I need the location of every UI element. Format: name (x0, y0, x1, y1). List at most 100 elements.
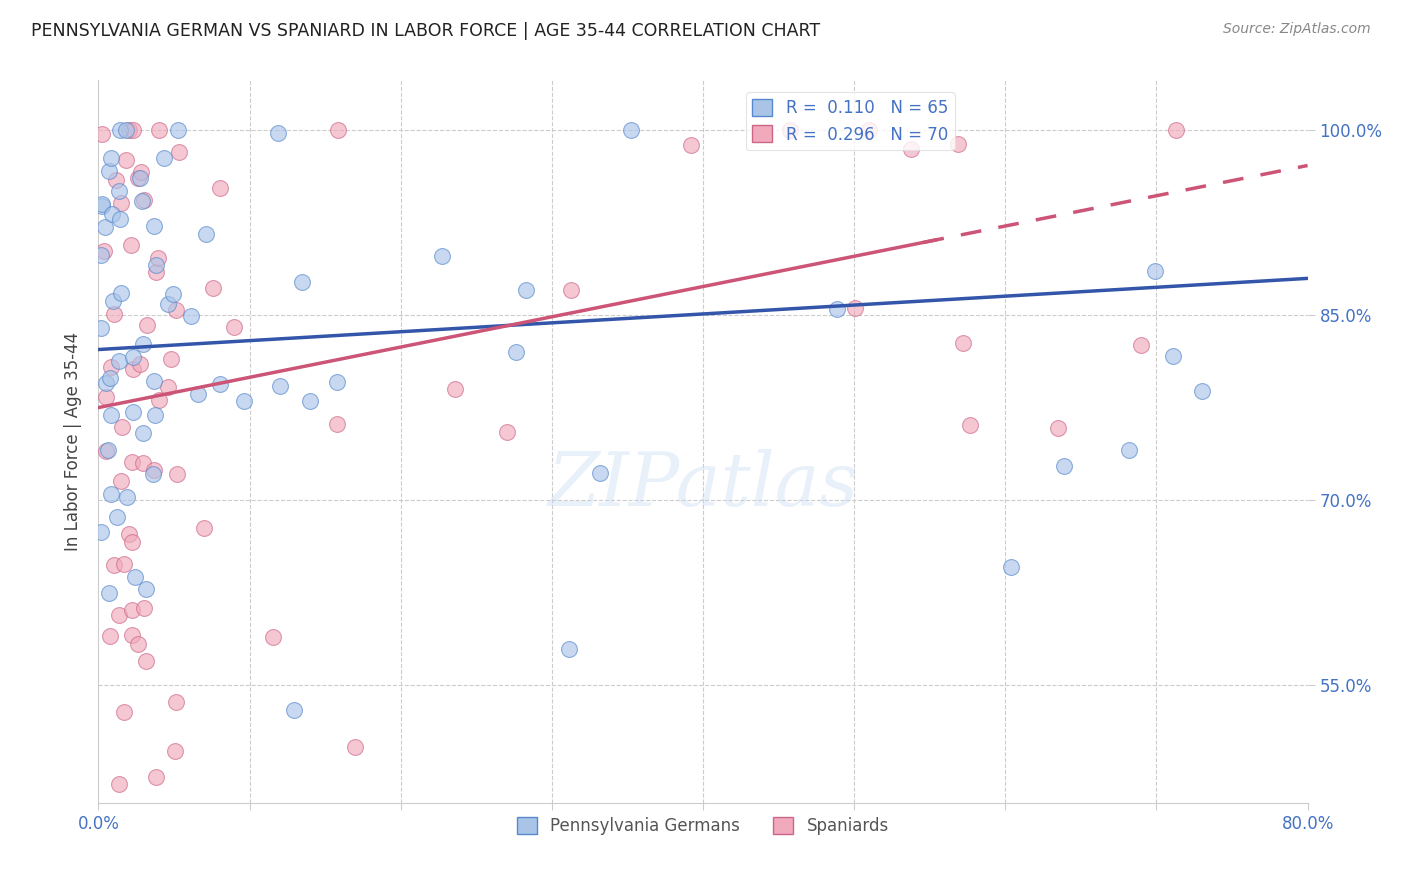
Point (131, 194, 153, 208)
Point (165, 302, 187, 317)
Point (589, 466, 612, 480)
Point (122, 351, 145, 365)
Point (195, 227, 218, 242)
Point (132, 456, 155, 470)
Point (291, 275, 314, 289)
Point (91, 127, 114, 141)
Point (97, 164, 120, 178)
Point (825, 302, 848, 317)
Point (121, 627, 143, 641)
Point (620, 122, 643, 136)
Point (209, 181, 232, 195)
Point (166, 467, 188, 482)
Point (844, 301, 866, 315)
Point (430, 249, 453, 263)
Point (121, 454, 143, 468)
Point (515, 283, 537, 297)
Point (326, 122, 349, 136)
Point (110, 474, 132, 488)
Point (679, 137, 702, 152)
Point (93, 244, 115, 258)
Point (952, 336, 974, 351)
Point (110, 286, 132, 301)
Point (101, 293, 124, 308)
Point (121, 122, 143, 136)
Point (1046, 420, 1069, 434)
Point (157, 297, 180, 311)
Point (169, 145, 191, 159)
Point (110, 212, 132, 227)
Text: Source: ZipAtlas.com: Source: ZipAtlas.com (1223, 22, 1371, 37)
Point (96, 442, 118, 457)
Point (90, 320, 112, 334)
Legend: Pennsylvania Germans, Spaniards: Pennsylvania Germans, Spaniards (510, 810, 896, 841)
Point (153, 151, 176, 165)
Point (110, 122, 132, 136)
Point (100, 359, 122, 374)
Point (505, 344, 527, 359)
Point (108, 353, 131, 368)
Point (100, 409, 122, 423)
Point (145, 265, 167, 279)
Point (165, 694, 187, 708)
Point (98, 370, 121, 384)
Point (959, 418, 981, 433)
Point (208, 376, 231, 391)
Point (114, 153, 136, 168)
Point (148, 393, 170, 408)
Point (180, 309, 202, 323)
Point (1161, 350, 1184, 364)
Point (120, 238, 142, 252)
Point (93, 219, 115, 234)
Point (104, 173, 127, 187)
Point (779, 122, 801, 136)
Point (128, 358, 150, 372)
Point (90, 248, 112, 262)
Point (118, 122, 141, 136)
Point (101, 206, 124, 220)
Point (1118, 442, 1140, 457)
Point (187, 386, 209, 401)
Point (145, 258, 167, 272)
Point (145, 771, 167, 785)
Point (1144, 264, 1167, 278)
Point (100, 151, 122, 165)
Point (108, 777, 131, 791)
Point (1129, 337, 1152, 351)
Point (129, 165, 152, 179)
Point (1191, 384, 1213, 399)
Point (858, 122, 880, 136)
Point (326, 417, 349, 431)
Point (115, 490, 138, 504)
Point (1164, 123, 1187, 137)
Y-axis label: In Labor Force | Age 35-44: In Labor Force | Age 35-44 (65, 332, 83, 551)
Point (94, 390, 117, 404)
Point (222, 319, 245, 334)
Point (90, 525, 112, 540)
Point (111, 420, 134, 434)
Point (124, 570, 146, 584)
Point (269, 379, 291, 393)
Point (105, 509, 128, 524)
Point (128, 171, 150, 186)
Point (134, 193, 156, 207)
Point (1000, 559, 1022, 574)
Point (98, 629, 121, 643)
Point (193, 521, 215, 535)
Point (103, 558, 125, 572)
Point (127, 170, 149, 185)
Point (132, 426, 155, 441)
Point (100, 487, 122, 501)
Point (112, 557, 135, 571)
Point (121, 405, 143, 419)
Point (165, 744, 187, 758)
Point (146, 252, 169, 266)
Point (201, 281, 224, 295)
Point (121, 535, 143, 549)
Point (135, 654, 157, 668)
Point (444, 382, 467, 396)
Point (496, 425, 519, 439)
Point (91, 198, 114, 212)
Point (143, 462, 166, 476)
Point (159, 351, 181, 366)
